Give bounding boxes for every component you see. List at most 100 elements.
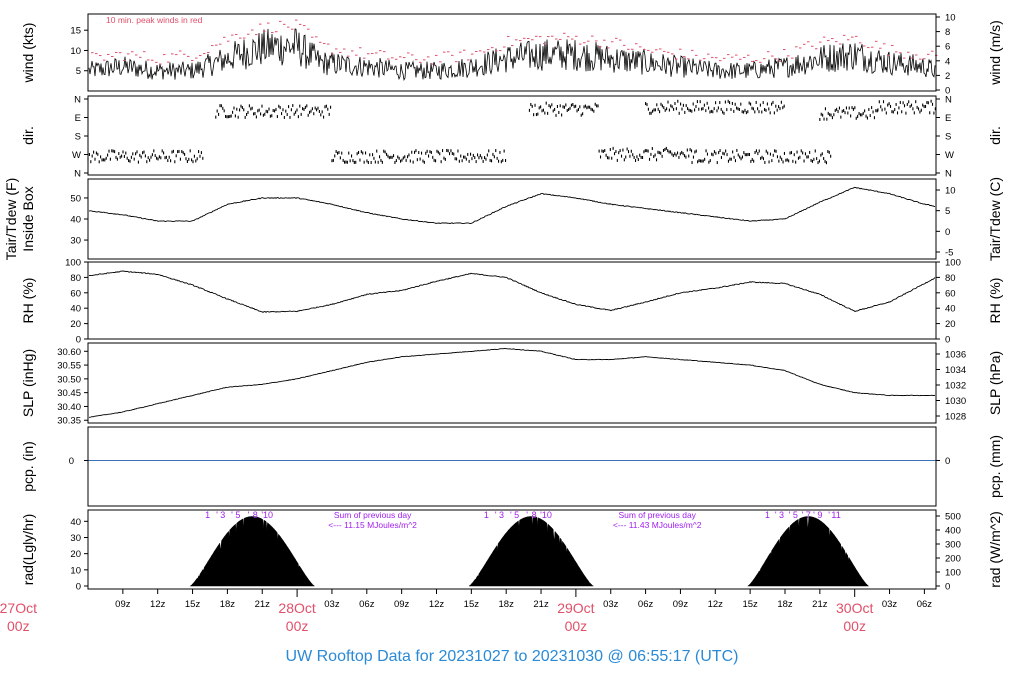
radiation-summary-line1: Sum of previous day <box>618 510 696 520</box>
wind-ylabel-right: wind (m/s) <box>987 20 1003 86</box>
radiation-hour-label: ' <box>540 510 542 520</box>
radiation-hour-label: 8 <box>532 510 537 520</box>
radiation-summary-line1: Sum of previous day <box>334 510 412 520</box>
radiation-hour-label: 1 <box>484 510 489 520</box>
rh-ylabel: RH (%) <box>20 278 36 324</box>
slp-ytick-label: 30.55 <box>57 361 81 372</box>
direction-ylabel: dir. <box>20 126 36 145</box>
wind-ytick-right-label: 0 <box>945 86 950 97</box>
temperature-ytick-label: 30 <box>70 236 81 247</box>
wind-ytick-label: 10 <box>70 46 81 57</box>
slp-ytick-right-label: 1032 <box>945 381 966 392</box>
wind-ytick-right-label: 2 <box>945 71 950 82</box>
radiation-hour-label: 1 <box>205 510 210 520</box>
temperature-panel: 30 40 50 -5 0 5 10 Tair/Tdew (F) Inside Box Tair/… <box>3 177 1003 261</box>
time-tick-label: 15z <box>742 599 758 610</box>
day-label-zone: 00z <box>286 618 309 634</box>
precip-ytick-right-label: 0 <box>945 456 950 467</box>
precip-panel-frame <box>87 426 937 507</box>
direction-ytick-right-label: E <box>945 113 951 124</box>
radiation-hour-label: 1 <box>765 510 770 520</box>
slp-ytick-right-label: 1030 <box>945 396 966 407</box>
slp-panel: 30.35 30.40 30.45 30.50 30.55 30.60 1028 1030 10… <box>20 347 1003 427</box>
rh-ytick-label: 80 <box>70 273 81 284</box>
time-tick-label: 03z <box>882 599 898 610</box>
time-tick-label: 18z <box>499 599 515 610</box>
radiation-hour-label: 8 <box>253 510 258 520</box>
direction-panel-frame <box>87 95 937 176</box>
direction-ytick-label: E <box>75 113 81 124</box>
slp-ytick-right-label: 1036 <box>945 350 966 361</box>
temperature-ylabel-right: Tair/Tdew (C) <box>987 177 1003 261</box>
rh-ytick-label: 20 <box>70 319 81 330</box>
radiation-hour-label: ' <box>247 510 249 520</box>
radiation-ylabel: rad(Lgly/hr) <box>20 514 36 586</box>
time-tick-label: 18z <box>220 599 236 610</box>
rh-series-line <box>88 270 936 313</box>
radiation-hour-label: ' <box>802 510 804 520</box>
time-tick-label: 03z <box>324 599 340 610</box>
radiation-ytick-label: 10 <box>70 565 81 576</box>
radiation-hour-label: 5 <box>514 510 519 520</box>
direction-ytick-label: N <box>74 95 81 106</box>
radiation-hour-label: 9 <box>817 510 822 520</box>
radiation-hour-label: ' <box>261 510 263 520</box>
radiation-hour-label: 5 <box>793 510 798 520</box>
day-label-zone: 00z <box>843 618 866 634</box>
radiation-ytick-label: 30 <box>70 533 81 544</box>
rh-ytick-right-label: 0 <box>945 335 950 346</box>
radiation-hour-label: 3 <box>499 510 504 520</box>
direction-ytick-label: S <box>75 132 81 143</box>
rh-ytick-label: 100 <box>65 258 81 269</box>
radiation-day-area <box>468 516 595 587</box>
day-label-zone: 00z <box>7 618 30 634</box>
rh-ytick-right-label: 20 <box>945 319 956 330</box>
time-axis: 09z 12z 15z 18z 21z 03z 06z 09z 12z 15z 18z 21z 03z 0… <box>0 589 932 634</box>
direction-ytick-right-label: W <box>945 150 954 161</box>
radiation-panel-frame <box>87 509 937 590</box>
slp-series-line <box>89 348 936 418</box>
day-label-date: 30Oct <box>836 600 873 616</box>
slp-ytick-right-label: 1034 <box>945 365 966 376</box>
direction-ytick-right-label: S <box>945 132 951 143</box>
temperature-panel-frame <box>87 178 937 260</box>
time-tick-label: 18z <box>777 599 793 610</box>
radiation-hour-label: ' <box>510 510 512 520</box>
radiation-hour-label: 10 <box>542 510 552 520</box>
temperature-ytick-right-label: 0 <box>945 227 950 238</box>
wind-ytick-label: 15 <box>70 26 81 37</box>
radiation-day-area <box>746 516 870 587</box>
rh-panel: 0 20 40 60 80 100 0 20 40 60 80 100 RH (%) RH (%) <box>20 258 1003 346</box>
time-tick-label: 06z <box>359 599 375 610</box>
rh-ytick-right-label: 40 <box>945 304 956 315</box>
radiation-hour-label: 3 <box>220 510 225 520</box>
radiation-hour-label: ' <box>813 510 815 520</box>
temperature-ylabel: Tair/Tdew (F) <box>3 178 19 260</box>
precip-ytick-label: 0 <box>69 456 74 467</box>
radiation-ylabel-right: rad (W/m^2) <box>987 511 1003 588</box>
wind-ytick-right-label: 10 <box>945 13 956 24</box>
rh-ytick-right-label: 100 <box>945 258 961 269</box>
rh-ytick-label: 0 <box>76 335 81 346</box>
time-tick-label: 06z <box>638 599 654 610</box>
wind-panel-frame <box>87 13 937 92</box>
time-tick-label: 15z <box>464 599 480 610</box>
radiation-ytick-right-label: 400 <box>945 526 961 537</box>
slp-ytick-label: 30.60 <box>57 347 81 358</box>
temperature-series-line <box>88 186 936 225</box>
radiation-ytick-right-label: 0 <box>945 582 950 593</box>
radiation-hour-label: ' <box>775 510 777 520</box>
rh-ytick-right-label: 60 <box>945 288 956 299</box>
slp-ylabel-right: SLP (hPa) <box>987 351 1003 415</box>
time-tick-label: 09z <box>115 599 131 610</box>
radiation-ytick-right-label: 200 <box>945 554 961 565</box>
radiation-hour-label: ' <box>828 510 830 520</box>
time-tick-label: 06z <box>917 599 933 610</box>
slp-ylabel: SLP (inHg) <box>20 349 36 417</box>
time-tick-label: 21z <box>812 599 828 610</box>
wind-ytick-right-label: 4 <box>945 56 950 67</box>
